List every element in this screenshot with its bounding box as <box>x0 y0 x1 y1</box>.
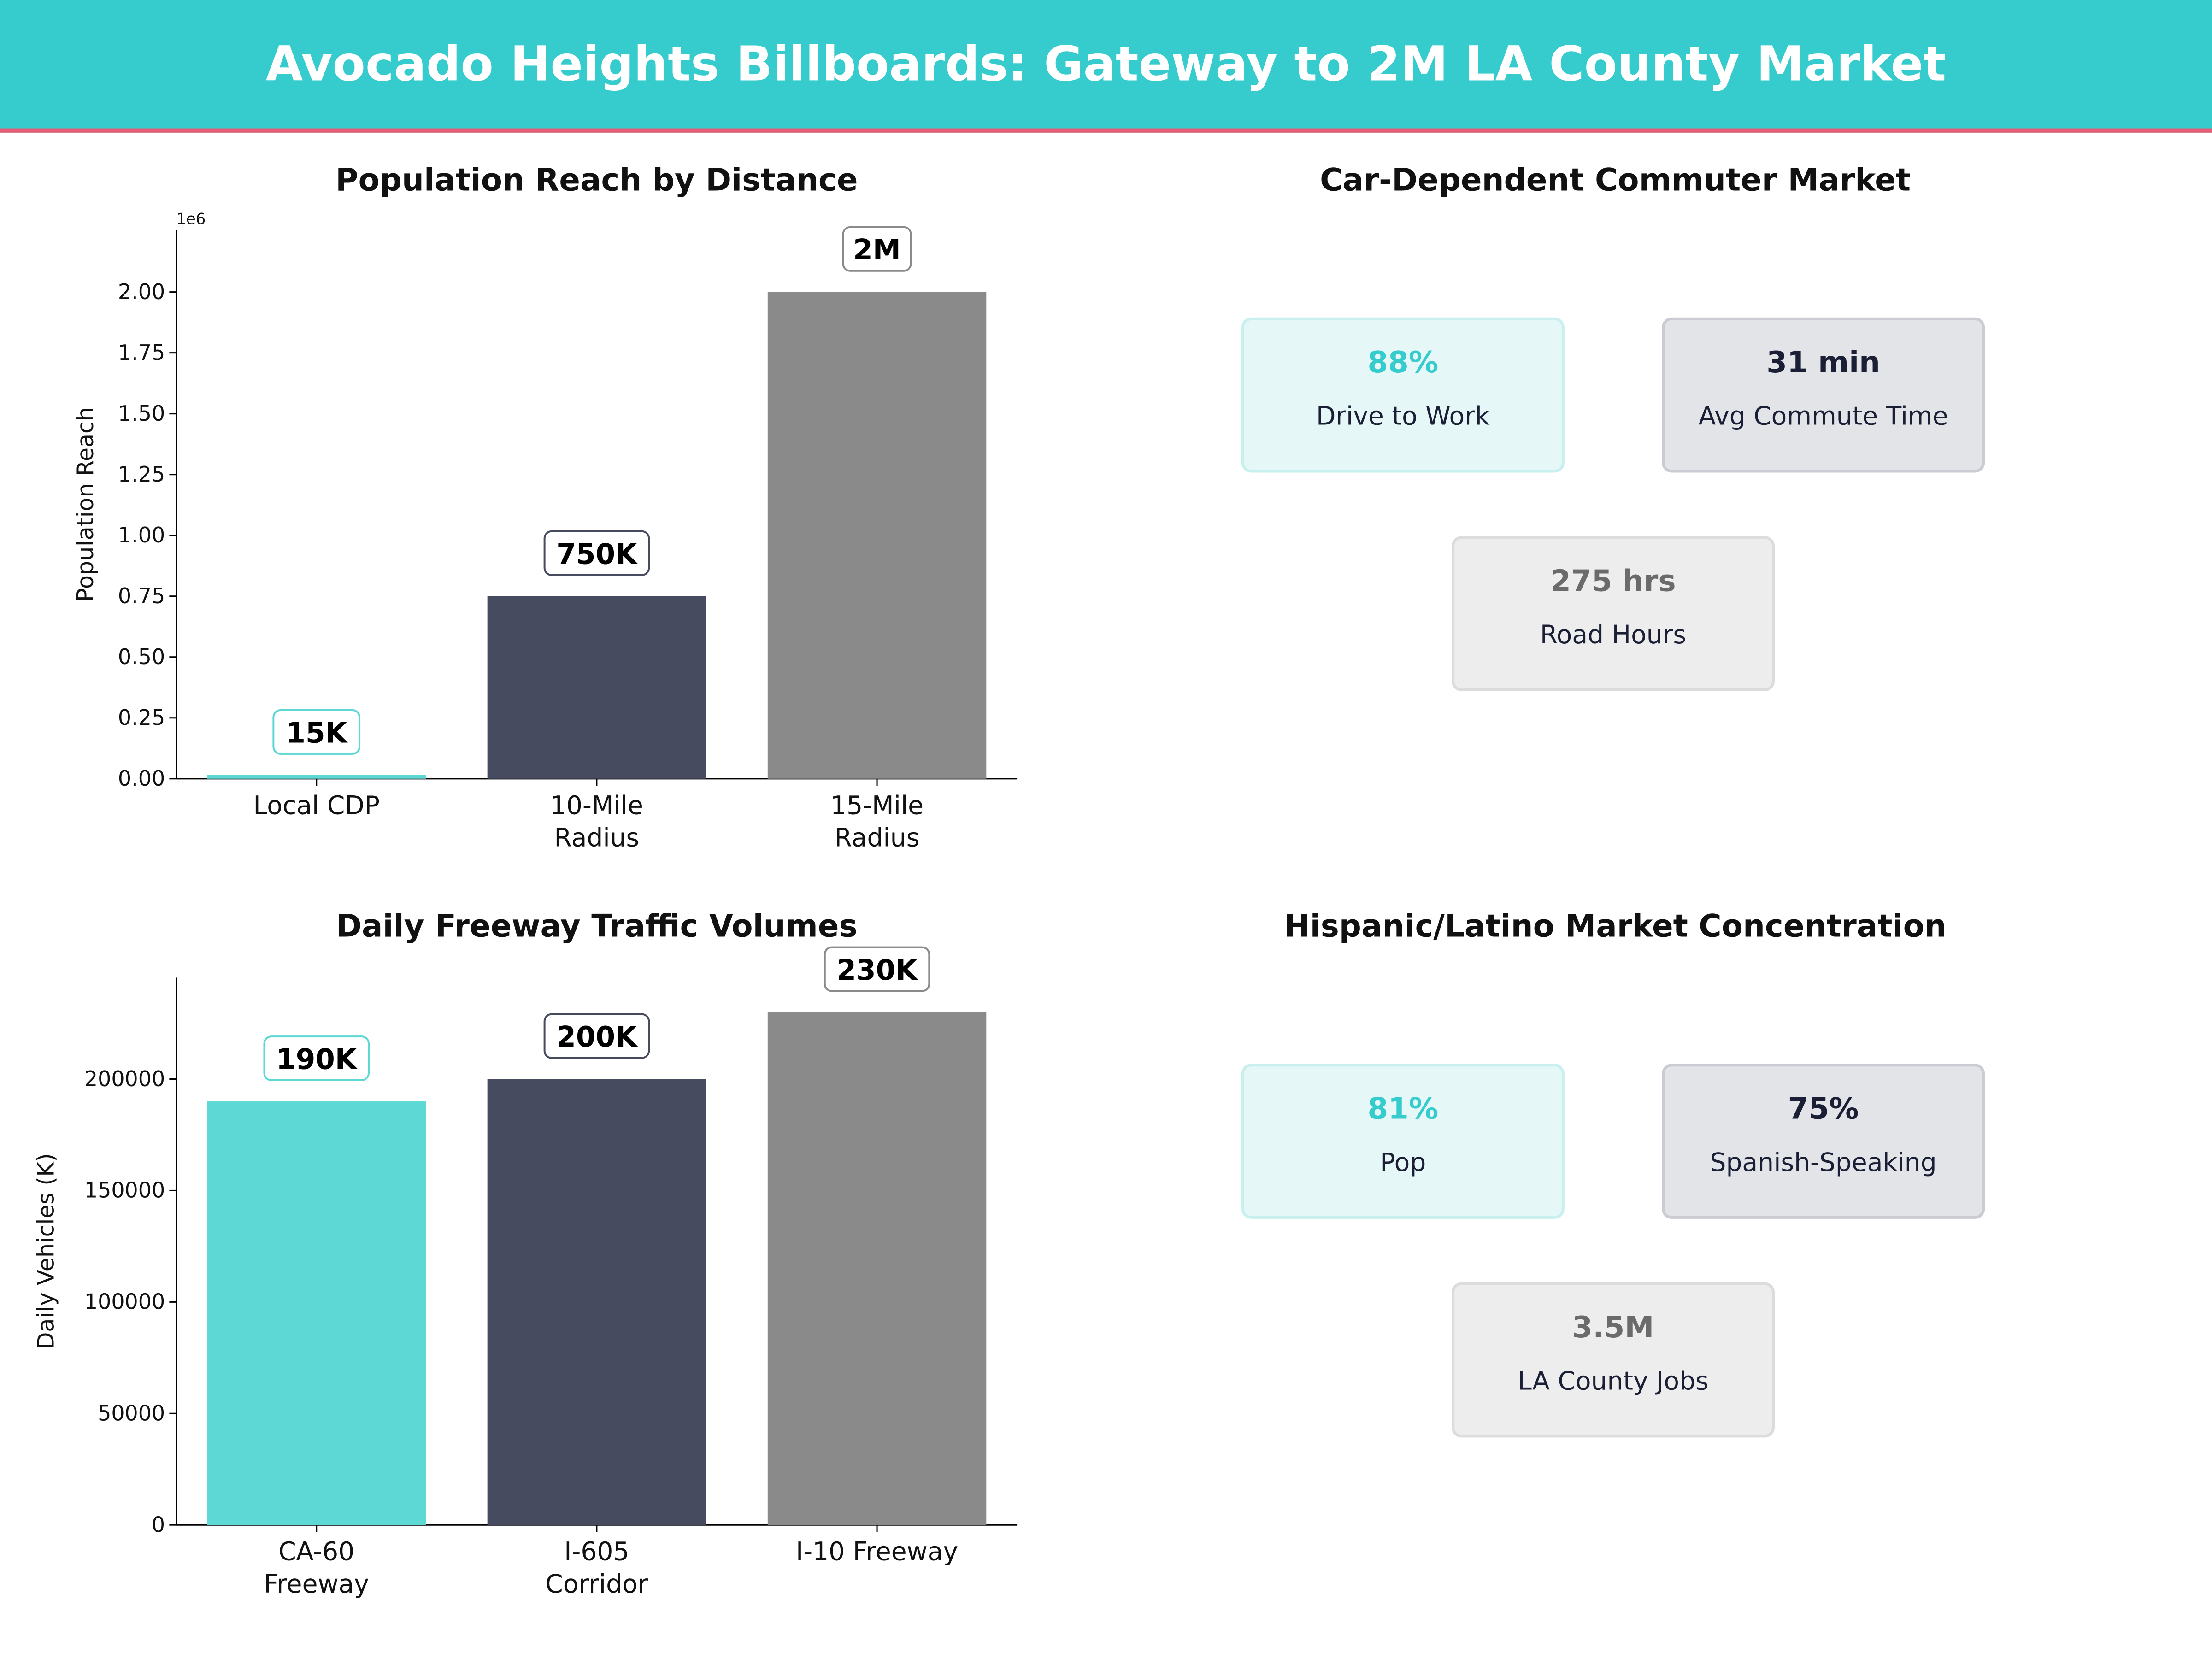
y-tick-label: 0 <box>152 1512 165 1537</box>
y-tick-label: 0.00 <box>118 766 165 791</box>
y-tick-label: 100000 <box>84 1289 165 1314</box>
data-label: 190K <box>276 1043 358 1076</box>
y-tick-label: 50000 <box>98 1401 165 1426</box>
panel-title-hispanic: Hispanic/Latino Market Concentration <box>1284 910 1947 946</box>
stat-label: Drive to Work <box>1316 402 1490 432</box>
header-banner: Avocado Heights Billboards: Gateway to 2… <box>0 0 2212 133</box>
stat-card-la-jobs: 3.5M LA County Jobs <box>1451 1282 1775 1438</box>
stat-card-drive-to-work: 88% Drive to Work <box>1241 317 1565 473</box>
x-tick-label: 10-Mile <box>550 790 643 820</box>
chart-title-traffic: Daily Freeway Traffic Volumes <box>336 910 858 946</box>
stat-card-spanish-speaking: 75% Spanish-Speaking <box>1662 1064 1985 1219</box>
stat-value: 88% <box>1367 345 1439 380</box>
data-label: 2M <box>853 234 901 266</box>
stat-label: Spanish-Speaking <box>1710 1148 1937 1178</box>
x-tick-label: Local CDP <box>253 790 380 820</box>
data-label: 200K <box>556 1021 638 1053</box>
bar <box>767 292 987 779</box>
data-label: 230K <box>836 954 918 987</box>
y-tick-label: 1.25 <box>118 462 165 487</box>
data-label-box <box>842 226 912 272</box>
page-title: Avocado Heights Billboards: Gateway to 2… <box>265 36 1947 93</box>
stat-card-commute-time: 31 min Avg Commute Time <box>1662 317 1985 473</box>
x-tick-label: Freeway <box>264 1569 369 1599</box>
x-tick-label: CA-60 <box>278 1537 354 1566</box>
stat-value: 3.5M <box>1572 1310 1654 1345</box>
stat-card-pop: 81% Pop <box>1241 1064 1565 1219</box>
data-label-box <box>824 946 930 992</box>
x-tick-label: Radius <box>835 823 920 853</box>
x-tick-label: 15-Mile <box>830 790 924 820</box>
stat-value: 81% <box>1367 1092 1439 1126</box>
y-tick-label: 0.75 <box>118 583 165 608</box>
stat-label: Avg Commute Time <box>1698 402 1948 432</box>
bar <box>487 596 706 779</box>
stat-value: 31 min <box>1766 345 1880 380</box>
y-tick-label: 0.25 <box>118 705 165 730</box>
y-tick-label: 150000 <box>84 1178 165 1203</box>
y-tick-label: 1.00 <box>118 523 165 547</box>
stat-card-road-hours: 275 hrs Road Hours <box>1451 536 1775 691</box>
x-tick-label: I-605 <box>564 1537 629 1566</box>
x-tick-label: I-10 Freeway <box>796 1537 958 1566</box>
y-tick-label: 1.75 <box>118 340 165 365</box>
y-tick-label: 2.00 <box>118 279 165 304</box>
y-tick-label: 0.50 <box>118 644 165 669</box>
bar <box>487 1079 706 1525</box>
y-tick-label: 1.50 <box>118 401 165 426</box>
chart-title-population: Population Reach by Distance <box>335 164 858 199</box>
stat-label: Road Hours <box>1540 620 1687 651</box>
stat-label: Pop <box>1380 1148 1426 1178</box>
y-axis-label: Daily Vehicles (K) <box>33 1153 59 1349</box>
panel-title-commuter: Car-Dependent Commuter Market <box>1320 164 1911 199</box>
axis-offset-label: 1e6 <box>176 210 206 228</box>
data-label-box <box>272 709 361 755</box>
bar <box>207 775 426 779</box>
bar <box>767 1012 987 1525</box>
data-label-box <box>263 1035 370 1081</box>
data-label-box <box>543 1013 650 1059</box>
stat-value: 275 hrs <box>1550 564 1676 598</box>
stat-label: LA County Jobs <box>1518 1367 1709 1397</box>
data-label: 15K <box>286 717 348 749</box>
y-axis-label: Population Reach <box>72 407 99 602</box>
data-label-box <box>543 530 650 576</box>
x-tick-label: Radius <box>554 823 640 853</box>
x-tick-label: Corridor <box>545 1569 648 1599</box>
stat-value: 75% <box>1788 1092 1859 1126</box>
y-tick-label: 200000 <box>84 1066 165 1091</box>
data-label: 750K <box>556 538 638 571</box>
bar <box>207 1101 426 1525</box>
